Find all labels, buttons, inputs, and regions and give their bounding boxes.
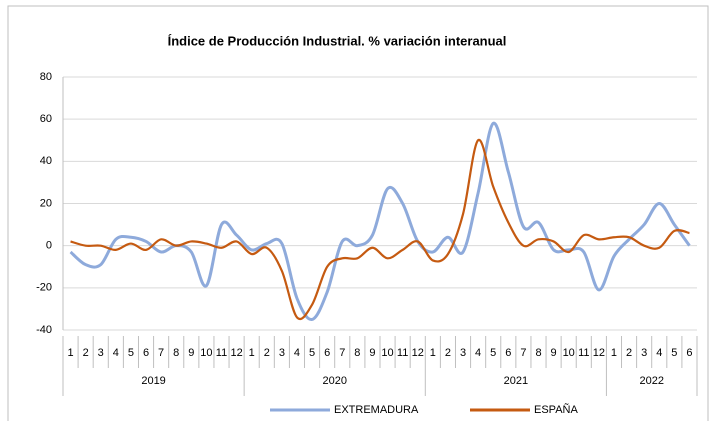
x-tick-label: 1 (67, 347, 73, 359)
x-tick-label: 5 (671, 347, 677, 359)
x-tick-label: 8 (535, 347, 541, 359)
x-tick-label: 1 (249, 347, 255, 359)
x-tick-label: 5 (128, 347, 134, 359)
x-tick-label: 9 (369, 347, 375, 359)
x-tick-label: 4 (656, 347, 662, 359)
x-tick-label: 10 (381, 347, 393, 359)
x-tick-label: 6 (686, 347, 692, 359)
x-tick-label: 3 (279, 347, 285, 359)
x-tick-label: 11 (578, 347, 589, 359)
y-tick-label: 80 (40, 71, 52, 83)
year-label: 2022 (639, 375, 663, 387)
x-tick-label: 4 (113, 347, 119, 359)
series-line (70, 139, 690, 321)
x-tick-label: 3 (98, 347, 104, 359)
y-tick-label: -40 (36, 324, 52, 336)
year-label: 2020 (322, 375, 346, 387)
x-tick-label: 5 (309, 347, 315, 359)
x-tick-label: 7 (339, 347, 345, 359)
x-tick-label: 4 (475, 347, 481, 359)
x-tick-label: 11 (216, 347, 227, 359)
x-tick-label: 3 (641, 347, 647, 359)
x-tick-label: 8 (354, 347, 360, 359)
x-tick-label: 9 (551, 347, 557, 359)
x-tick-label: 9 (188, 347, 194, 359)
year-label: 2019 (141, 375, 165, 387)
x-tick-label: 4 (294, 347, 300, 359)
x-tick-label: 12 (593, 347, 605, 359)
x-tick-label: 2 (264, 347, 270, 359)
x-tick-label: 8 (173, 347, 179, 359)
y-tick-label: 0 (46, 240, 52, 252)
x-tick-label: 10 (200, 347, 212, 359)
x-tick-label: 10 (563, 347, 575, 359)
x-tick-label: 1 (611, 347, 617, 359)
chart-title: Índice de Producción Industrial. % varia… (168, 33, 507, 48)
x-tick-label: 12 (412, 347, 424, 359)
y-tick-label: 20 (40, 197, 52, 209)
x-tick-label: 7 (158, 347, 164, 359)
x-tick-label: 3 (460, 347, 466, 359)
y-tick-label: 60 (40, 113, 52, 125)
x-tick-label: 7 (520, 347, 526, 359)
x-tick-label: 2 (83, 347, 89, 359)
legend-label: ESPAÑA (534, 403, 578, 416)
legend-label: EXTREMADURA (334, 404, 419, 416)
x-tick-label: 2 (445, 347, 451, 359)
x-tick-label: 1 (430, 347, 436, 359)
x-tick-label: 6 (324, 347, 330, 359)
x-tick-label: 6 (505, 347, 511, 359)
x-tick-label: 6 (143, 347, 149, 359)
x-tick-label: 2 (626, 347, 632, 359)
x-tick-label: 5 (490, 347, 496, 359)
y-tick-label: 40 (40, 155, 52, 167)
x-tick-label: 12 (230, 347, 242, 359)
year-label: 2021 (504, 375, 528, 387)
x-tick-label: 11 (397, 347, 408, 359)
y-tick-label: -20 (36, 282, 52, 294)
